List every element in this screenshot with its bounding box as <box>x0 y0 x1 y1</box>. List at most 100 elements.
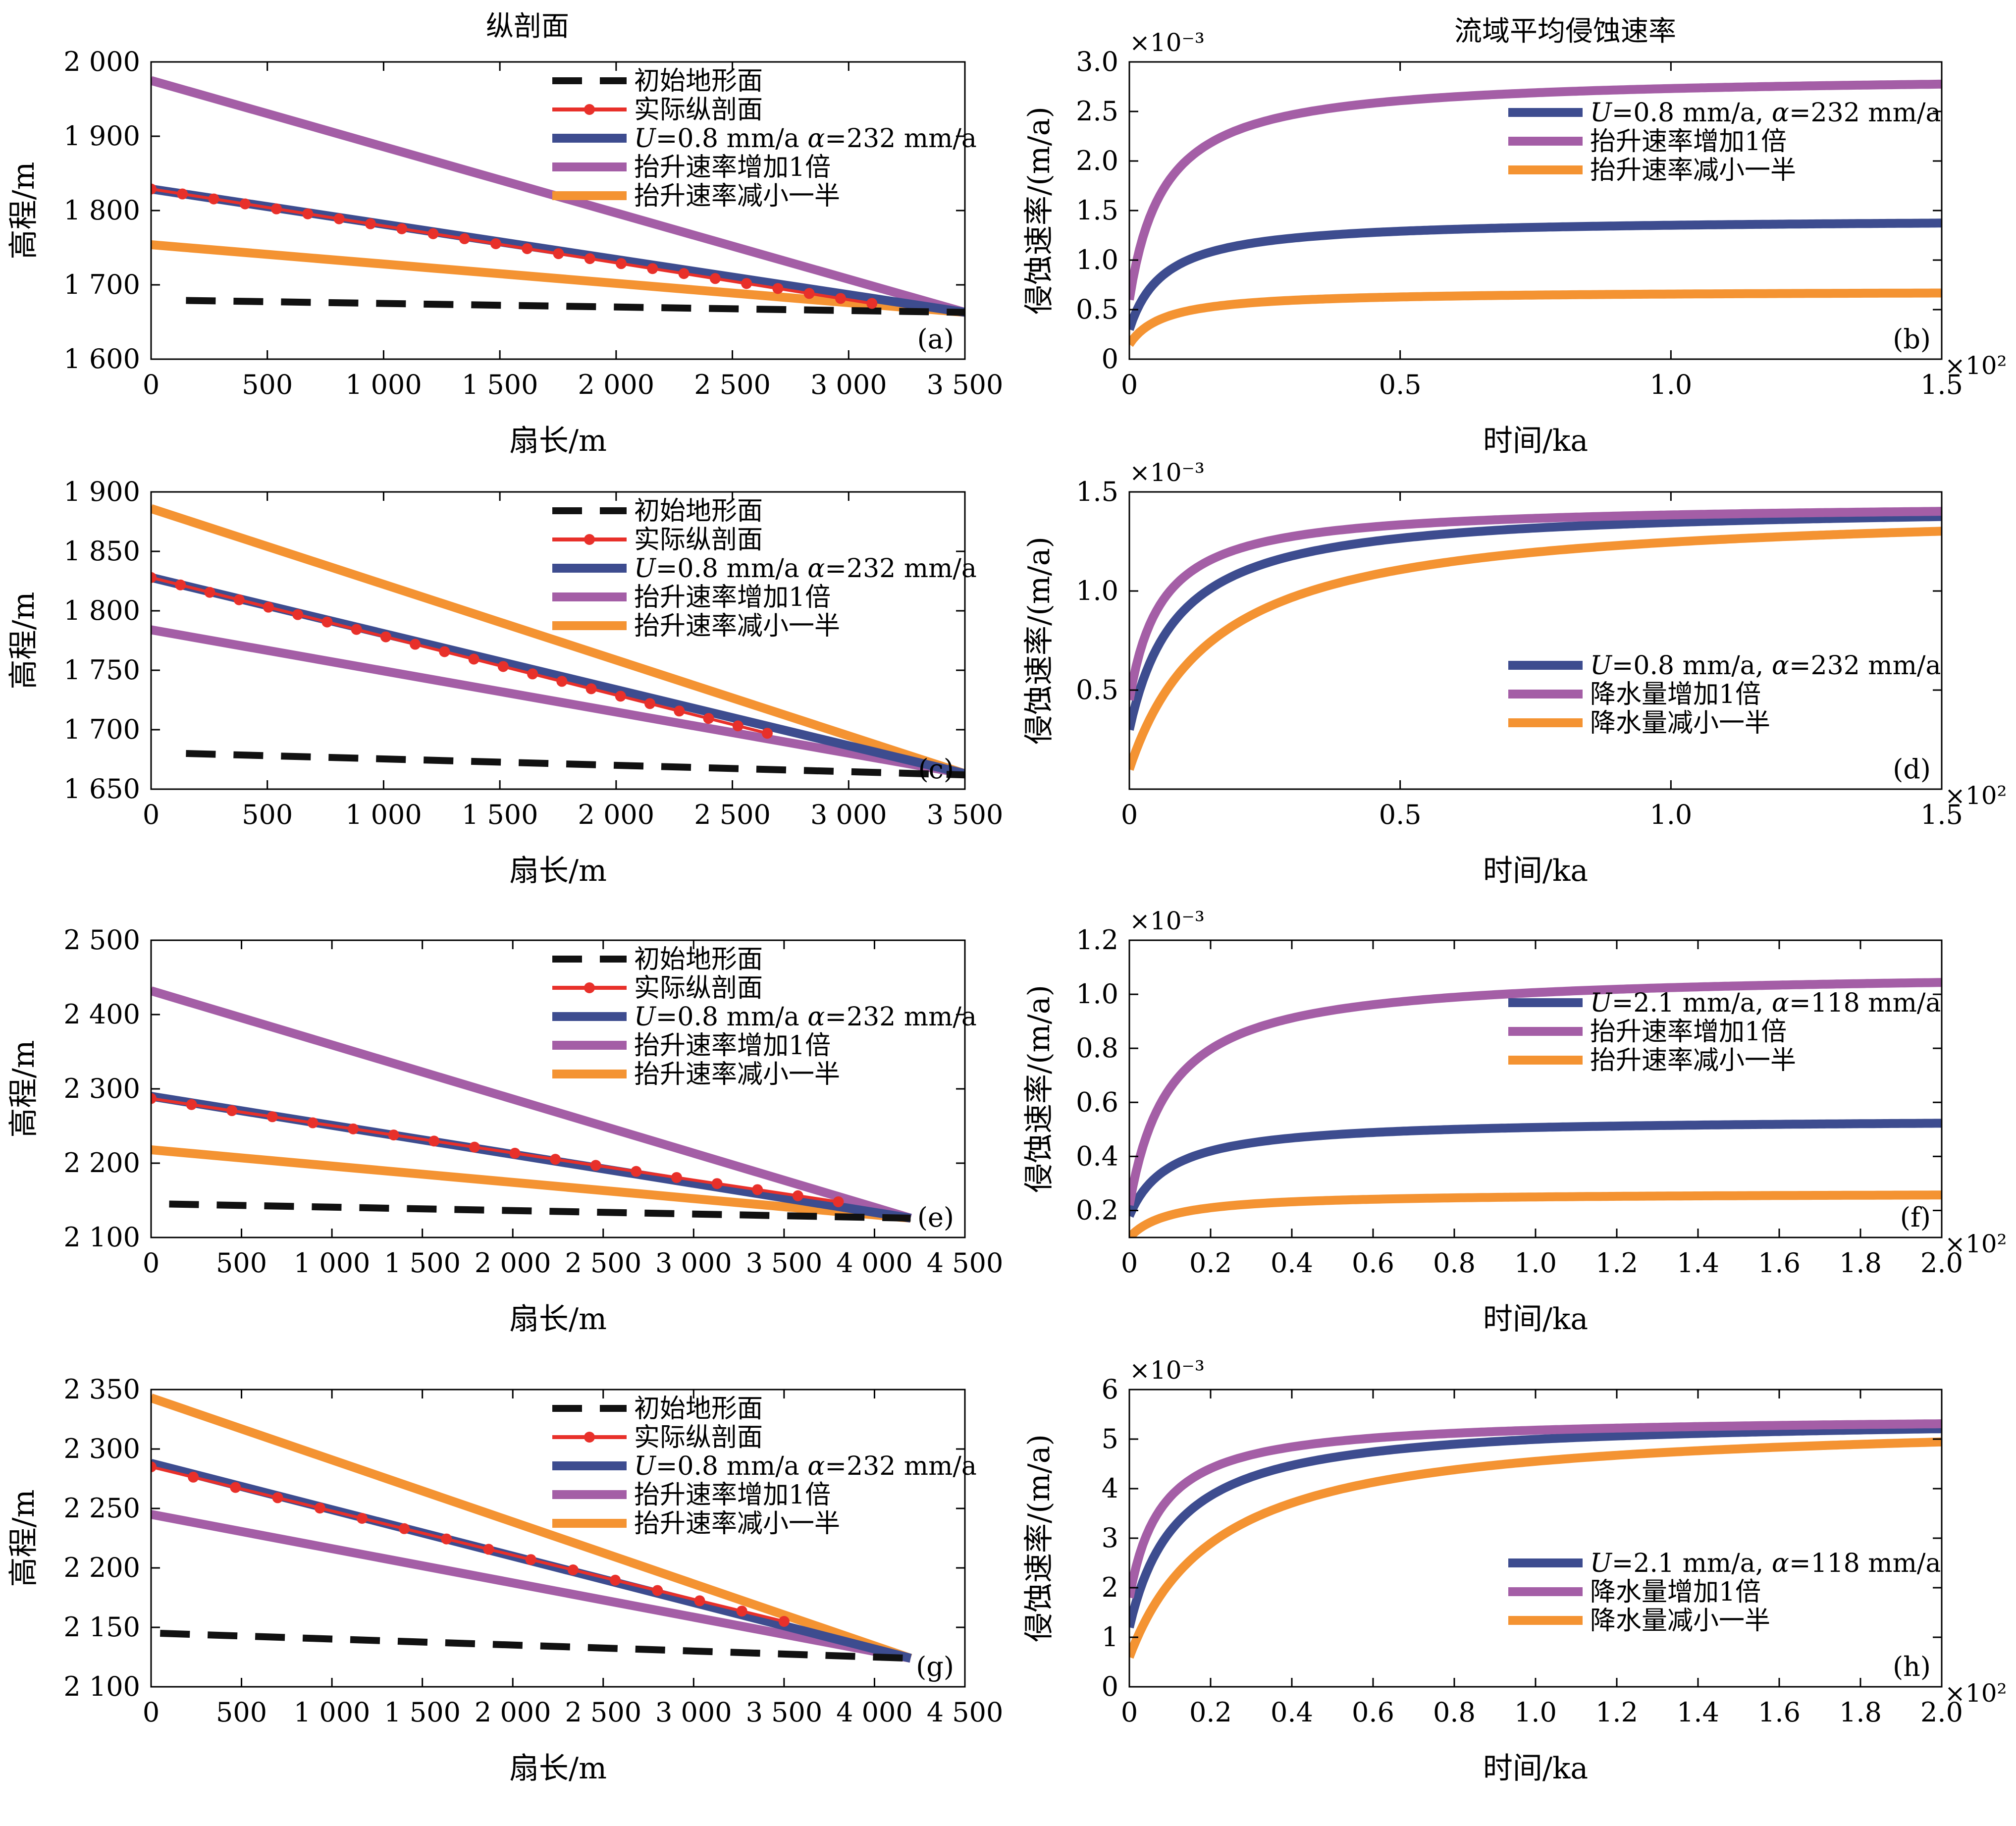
series-line <box>151 504 965 778</box>
legend-marker <box>584 534 595 545</box>
x-tick-label: 1 000 <box>345 799 422 830</box>
legend-symbol: α <box>807 1002 825 1032</box>
legend-symbol: U <box>1590 651 1613 681</box>
legend-label: 抬升速率减小一半 <box>634 181 840 211</box>
y-tick-label: 1 900 <box>63 476 140 507</box>
legend-label: 初始地形面 <box>634 1394 763 1424</box>
y-tick-label: 1 750 <box>63 654 140 686</box>
series-curve <box>1129 978 1942 1206</box>
series-marker <box>175 579 186 591</box>
y-axis-label: 高程/m <box>6 1489 41 1587</box>
panel-label: (a) <box>917 323 954 355</box>
legend-label: 初始地形面 <box>634 496 763 526</box>
y-tick-label: 1 650 <box>63 773 140 805</box>
x-tick-label: 3 500 <box>746 1247 823 1279</box>
y-tick-label: 0.5 <box>1076 294 1118 325</box>
y-tick-label: 2.0 <box>1076 145 1118 176</box>
series-marker <box>177 188 188 200</box>
series-curve <box>1129 527 1942 771</box>
legend-label: U=0.8 mm/a α=232 mm/a <box>634 1002 977 1032</box>
legend-symbol: α <box>807 1451 825 1481</box>
x-tick-label: 1.0 <box>1649 799 1692 830</box>
x-tick-label: 0.8 <box>1433 1247 1476 1279</box>
series-line <box>151 1510 912 1663</box>
panel-b: 0 0.5 1.0 1.5 0 0.5 1.0 1.5 2.0 2.5 3.0 时间/ka 侵蚀速率/(… <box>1022 28 2007 458</box>
x-tick-label: 0 <box>1121 1247 1138 1279</box>
x-tick-label: 1.2 <box>1595 1247 1638 1279</box>
y-tick-label: 0 <box>1102 1671 1118 1702</box>
x-tick-label: 0.2 <box>1189 1697 1232 1728</box>
series-marker <box>674 705 685 717</box>
legend-symbol: α <box>1772 651 1789 681</box>
y-tick-label: 1 <box>1102 1621 1118 1653</box>
legend-label: 抬升速率增加1倍 <box>1590 1017 1787 1047</box>
y-tick-label: 1 600 <box>63 343 140 375</box>
series-marker <box>351 624 362 635</box>
panel-h: 0 0.2 0.4 0.6 0.8 1.0 1.2 1.4 1.6 1.8 2.0 0 1 2 3 4 5 6 时间… <box>1022 1356 2007 1786</box>
x-tick-label: 1.0 <box>1514 1697 1557 1728</box>
y-tick-label: 2 100 <box>63 1671 140 1702</box>
legend-symbol: α <box>1772 988 1789 1018</box>
legend-label: 抬升速率增加1倍 <box>634 1031 831 1061</box>
x-tick-label: 1 500 <box>462 369 538 400</box>
x-tick-label: 2 000 <box>578 369 655 400</box>
series-marker <box>835 293 846 304</box>
x-tick-label: 0 <box>143 1247 159 1279</box>
series-marker <box>525 1554 536 1565</box>
series-marker <box>302 208 314 219</box>
series-marker <box>208 193 219 205</box>
panel-f: 0 0.2 0.4 0.6 0.8 1.0 1.2 1.4 1.6 1.8 2.00.20.40.6… <box>1022 907 2007 1337</box>
y-tick-label: 3.0 <box>1076 46 1118 77</box>
x-tick-label: 0.2 <box>1189 1247 1232 1279</box>
x-tick-label: 0 <box>1121 1697 1138 1728</box>
legend-label: 抬升速率增加1倍 <box>634 583 831 612</box>
legend-marker <box>584 982 595 993</box>
legend-text: =232 mm/a <box>825 124 977 154</box>
plot-area <box>1129 1419 1942 1659</box>
x-tick-label: 2 500 <box>565 1697 641 1728</box>
series-marker <box>671 1172 682 1183</box>
legend-label: 实际纵剖面 <box>634 1423 763 1452</box>
series-line-actual <box>151 1465 785 1623</box>
series-marker <box>151 572 157 583</box>
series-marker <box>652 1585 663 1596</box>
x-tick-label: 500 <box>242 369 293 400</box>
y-tick-label: 0 <box>1102 343 1118 375</box>
panel-label: (h) <box>1893 1651 1931 1682</box>
series-curve <box>1129 512 1942 731</box>
series-marker <box>585 683 597 695</box>
series-line-actual <box>151 1097 839 1203</box>
series-marker <box>396 223 408 234</box>
x-tick-label: 2.0 <box>1920 1697 1963 1728</box>
x-tick-label: 1 500 <box>384 1697 461 1728</box>
x-tick-label: 0.4 <box>1271 1697 1313 1728</box>
legend-text: =232 mm/a <box>825 1451 977 1481</box>
legend-label: 抬升速率增加1倍 <box>634 1480 831 1510</box>
y-tick-label: 2 300 <box>63 1073 140 1104</box>
legend-symbol: U <box>1590 1549 1613 1578</box>
y-axis-label: 高程/m <box>6 591 41 689</box>
legend-symbol: α <box>807 554 825 584</box>
y-tick-label: 2 400 <box>63 999 140 1030</box>
x-tick-label: 1.4 <box>1677 1697 1719 1728</box>
series-line <box>151 1145 911 1223</box>
series-curve <box>1129 1424 1942 1629</box>
x-tick-label: 1 000 <box>294 1247 371 1279</box>
series-marker <box>497 661 509 672</box>
y-axis-label: 侵蚀速率/(m/a) <box>1022 985 1057 1193</box>
legend-text: =2.1 mm/a, <box>1612 988 1772 1018</box>
series-marker <box>556 676 568 687</box>
series-marker <box>833 1196 844 1207</box>
series-curve <box>1129 507 1942 701</box>
series-marker <box>399 1523 410 1534</box>
x-axis-label: 扇长/m <box>509 1751 607 1786</box>
x-tick-label: 500 <box>216 1247 267 1279</box>
panel-d: 0 0.5 1.0 1.5 0.5 1.0 1.5 时间/ka 侵蚀速率/(m/a) ×10² ×1… <box>1022 458 2007 888</box>
y-multiplier: ×10⁻³ <box>1129 28 1205 57</box>
series-marker <box>469 1141 480 1153</box>
series-marker <box>590 1160 601 1171</box>
series-line <box>151 240 965 317</box>
x-tick-label: 1.5 <box>1920 799 1963 830</box>
